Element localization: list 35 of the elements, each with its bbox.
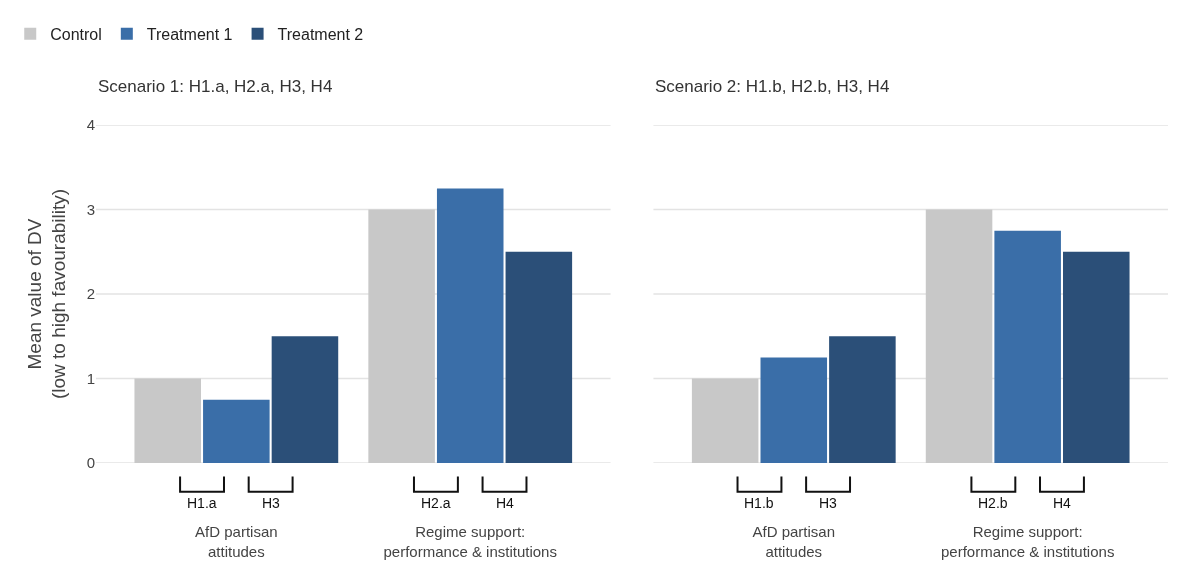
text: H1.a: [187, 495, 217, 511]
text: H1.b: [744, 495, 774, 511]
bar: [203, 399, 270, 463]
bar: [1063, 251, 1130, 463]
y-tick-label: 1: [86, 369, 95, 387]
bar: [134, 378, 201, 463]
text: H2.a: [421, 495, 451, 511]
bar: [436, 188, 504, 463]
legend-label: Treatment 1: [146, 25, 233, 43]
bar: [760, 357, 828, 463]
chart-title: Scenario 1: H1.a, H2.a, H3, H4: [98, 77, 333, 96]
text: H3: [819, 495, 838, 511]
y-tick-label: 2: [86, 285, 95, 303]
x-tick-label: AfD partisan attitudes: [195, 523, 278, 560]
bar: [994, 230, 1061, 463]
x-tick-label: Regime support: performance & institutions: [383, 523, 557, 560]
y-axis-title: Mean value of DV (low to high favourability): [23, 188, 70, 400]
legend-label: Treatment 2: [277, 25, 364, 43]
bar: [505, 251, 573, 463]
chart-title: Scenario 2: H1.b, H2.b, H3, H4: [655, 77, 890, 96]
y-tick-label: 3: [86, 200, 95, 218]
text: H2.b: [978, 495, 1008, 511]
x-tick-label: Regime support: performance & institutions: [940, 523, 1115, 560]
bar: [925, 209, 993, 463]
bar: [271, 336, 339, 463]
text: H4: [496, 495, 515, 511]
bar: [368, 209, 435, 463]
bar: [691, 378, 759, 463]
y-tick-label: 0: [86, 454, 95, 472]
legend-label: Control: [50, 25, 102, 43]
text: H4: [1053, 495, 1072, 511]
text: H3: [262, 495, 281, 511]
bar: [829, 336, 896, 463]
x-tick-label: AfD partisan attitudes: [752, 523, 836, 560]
y-tick-label: 4: [86, 116, 95, 134]
